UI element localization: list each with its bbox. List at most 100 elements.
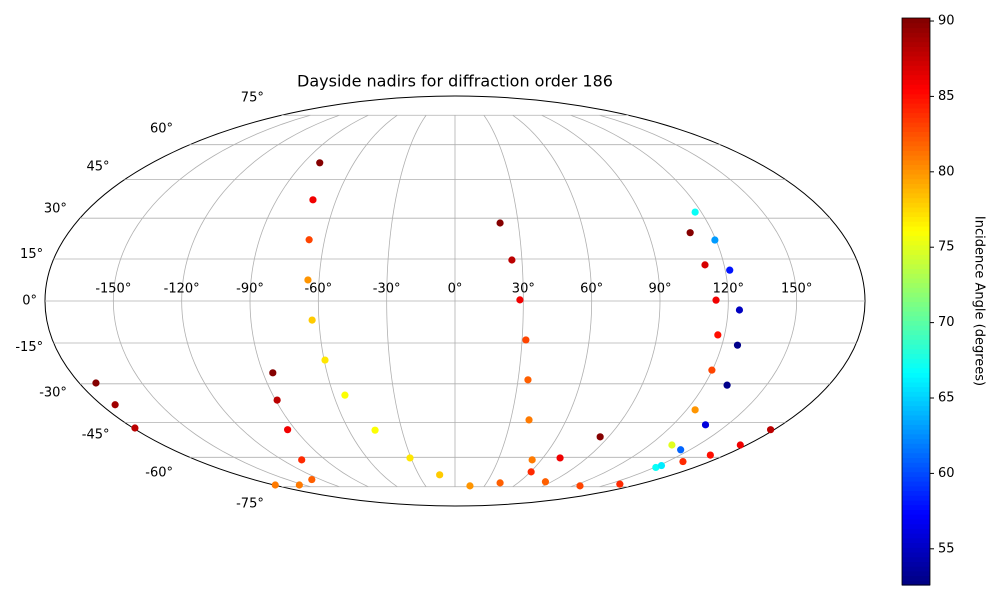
y-tick-label: 30° [44, 202, 67, 217]
colorbar-segment [902, 103, 930, 109]
colorbar-segment [902, 561, 930, 567]
grid-line [317, 114, 398, 488]
data-point [524, 376, 532, 384]
data-point [714, 331, 722, 339]
colorbar-segment [902, 424, 930, 430]
colorbar-tick-label: 80 [938, 164, 955, 179]
data-point [657, 461, 666, 470]
y-tick-label: -30° [39, 385, 67, 400]
colorbar-tick-label: 70 [938, 315, 955, 330]
x-tick-label: 60° [580, 282, 603, 297]
colorbar-segment [902, 107, 930, 114]
colorbar-segment [902, 542, 930, 548]
colorbar-segment [902, 556, 930, 562]
colorbar-segment [902, 339, 930, 345]
data-point [652, 463, 660, 472]
colorbar-segment [902, 452, 930, 459]
x-tick-label: 30° [512, 282, 535, 297]
colorbar-segment [902, 164, 930, 170]
colorbar-segment [902, 221, 930, 227]
colorbar-segment [902, 358, 930, 364]
colorbar-segment [902, 301, 930, 307]
data-point [733, 341, 742, 349]
colorbar-segment [902, 126, 930, 132]
colorbar-segment [902, 447, 930, 454]
colorbar-segment [902, 41, 930, 47]
data-point [735, 306, 744, 314]
colorbar-segment [902, 27, 930, 33]
data-point [466, 482, 474, 490]
colorbar-segment [902, 173, 930, 180]
data-point [111, 401, 119, 409]
chart-title: Dayside nadirs for diffraction order 186 [297, 72, 613, 91]
colorbar-segment [902, 405, 930, 411]
data-point [711, 236, 719, 244]
colorbar-segment [902, 466, 930, 473]
colorbar-tick-label: 85 [938, 89, 955, 104]
colorbar-segment [902, 514, 930, 520]
colorbar-segment [902, 292, 930, 298]
data-point [726, 266, 734, 274]
colorbar-segment [902, 277, 930, 284]
colorbar-segment [902, 155, 930, 161]
y-tick-label: 60° [150, 122, 173, 137]
colorbar-segment [902, 551, 930, 558]
colorbar-segment [902, 438, 930, 444]
colorbar-segment [902, 249, 930, 255]
colorbar-tick-label: 65 [938, 391, 955, 406]
colorbar-segment [902, 192, 930, 199]
data-point [679, 457, 687, 466]
colorbar-segment [902, 244, 930, 251]
colorbar-segment [902, 377, 930, 383]
colorbar-segment [902, 362, 930, 369]
data-point [308, 475, 316, 484]
colorbar-segment [902, 254, 930, 260]
data-point [541, 478, 550, 486]
data-point [616, 480, 624, 488]
colorbar [902, 18, 930, 586]
x-tick-label: -150° [95, 282, 131, 297]
colorbar-segment [902, 207, 930, 213]
colorbar-segment [902, 381, 930, 388]
colorbar-segment [902, 348, 930, 355]
x-tick-label: -120° [164, 282, 200, 297]
colorbar-tick-label: 60 [938, 466, 955, 481]
data-point [321, 356, 329, 364]
colorbar-segment [902, 566, 930, 572]
colorbar-segment [902, 419, 930, 425]
data-point [525, 416, 533, 424]
data-point [309, 196, 317, 204]
y-tick-label: 0° [22, 294, 37, 309]
colorbar-segment [902, 325, 930, 331]
colorbar-segment [902, 235, 930, 241]
colorbar-segment [902, 476, 930, 482]
colorbar-segment [902, 240, 930, 246]
colorbar-segment [902, 499, 930, 506]
colorbar-segment [902, 216, 930, 222]
colorbar-segment [902, 55, 930, 62]
colorbar-segment [902, 263, 930, 270]
colorbar-segment [902, 396, 930, 402]
colorbar-segment [902, 344, 930, 350]
x-tick-label: 90° [648, 282, 671, 297]
grid-line [541, 114, 661, 488]
colorbar-segment [902, 481, 930, 487]
colorbar-segment [902, 112, 930, 118]
data-point [701, 261, 709, 269]
colorbar-segment [902, 580, 930, 586]
data-point [701, 421, 710, 429]
data-point [271, 481, 279, 489]
colorbar-segment [902, 150, 930, 156]
grid-line [512, 114, 593, 488]
data-point [496, 219, 504, 227]
x-tick-label: 0° [448, 282, 463, 297]
x-tick-label: 120° [713, 282, 744, 297]
colorbar-segment [902, 372, 930, 378]
data-point [677, 446, 685, 454]
colorbar-segment [902, 22, 930, 29]
colorbar-segment [902, 51, 930, 57]
colorbar-segment [902, 495, 930, 501]
colorbar-tick-label: 55 [938, 541, 955, 556]
x-tick-label: -90° [236, 282, 264, 297]
